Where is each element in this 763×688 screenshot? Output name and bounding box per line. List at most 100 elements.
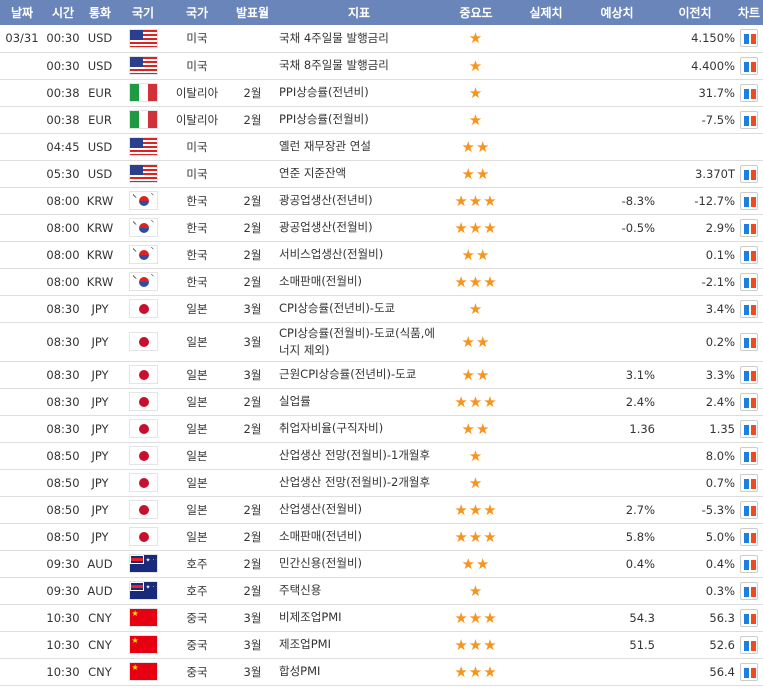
candlestick-chart-icon[interactable] [740, 500, 758, 519]
time-cell: 05:30 [44, 160, 82, 188]
date-cell [0, 658, 44, 686]
candlestick-chart-icon[interactable] [740, 110, 758, 129]
currency-cell: AUD [82, 550, 118, 578]
header-flag: 국기 [118, 0, 168, 25]
date-cell [0, 187, 44, 215]
table-row[interactable]: 00:30 USD 미국 국채 8주일물 발행금리 ★ 4.400% [0, 52, 763, 80]
table-row[interactable]: 08:30 JPY 일본 3월 근원CPI상승률(전년비)-도쿄 ★★ 3.1% 3.3% [0, 361, 763, 389]
date-cell [0, 133, 44, 161]
flag-cell [118, 241, 168, 269]
currency-cell: EUR [82, 79, 118, 107]
importance-stars: ★ [439, 25, 513, 53]
table-row[interactable]: 04:45 USD 미국 옐런 재무장관 연설 ★★ [0, 133, 763, 161]
table-row[interactable]: 08:30 JPY 일본 2월 취업자비율(구직자비) ★★ 1.36 1.35 [0, 415, 763, 443]
chart-cell [735, 604, 763, 632]
candlestick-chart-icon[interactable] [740, 527, 758, 546]
candlestick-chart-icon[interactable] [740, 272, 758, 291]
previous-cell: 0.1% [655, 241, 735, 269]
candlestick-chart-icon[interactable] [740, 56, 758, 75]
table-row[interactable]: 08:30 JPY 일본 3월 CPI상승률(전월비)-도쿄(식품,에너지 제외) ★★ 0… [0, 322, 763, 362]
forecast-cell: 51.5 [579, 631, 655, 659]
table-row[interactable]: 03/31 00:30 USD 미국 국채 4주일물 발행금리 ★ 4.150% [0, 25, 763, 53]
candlestick-chart-icon[interactable] [740, 245, 758, 264]
month-cell: 2월 [226, 523, 279, 551]
candlestick-chart-icon[interactable] [740, 365, 758, 384]
time-cell: 08:50 [44, 523, 82, 551]
candlestick-chart-icon[interactable] [740, 581, 758, 600]
candlestick-chart-icon[interactable] [740, 419, 758, 438]
table-row[interactable]: 05:30 USD 미국 연준 지준잔액 ★★ 3.370T [0, 160, 763, 188]
previous-cell: 56.3 [655, 604, 735, 632]
candlestick-chart-icon[interactable] [740, 83, 758, 102]
star-icon: ★ [476, 554, 491, 573]
chart-cell [735, 133, 763, 161]
table-row[interactable]: 00:38 EUR 이탈리아 2월 PPI상승률(전년비) ★ 31.7% [0, 79, 763, 107]
flag-jpy-icon [128, 392, 158, 411]
country-cell: 일본 [168, 388, 226, 416]
table-row[interactable]: 10:30CNY중국3월제조업PMI★★★51.552.6 [0, 631, 763, 659]
previous-cell: 52.6 [655, 631, 735, 659]
chart-cell [735, 469, 763, 497]
candlestick-chart-icon[interactable] [740, 191, 758, 210]
importance-stars: ★★ [439, 241, 513, 269]
candlestick-chart-icon[interactable] [740, 218, 758, 237]
star-icon: ★ [454, 272, 469, 291]
table-row[interactable]: 08:00 KRW 한국 2월 서비스업생산(전월비) ★★ 0.1% [0, 241, 763, 269]
previous-cell: 0.3% [655, 577, 735, 605]
time-cell: 04:45 [44, 133, 82, 161]
star-icon: ★ [483, 662, 498, 681]
table-row[interactable]: 08:30 JPY 일본 3월 CPI상승률(전년비)-도쿄 ★ 3.4% [0, 295, 763, 323]
table-row[interactable]: 08:50 JPY 일본 2월 산업생산(전월비) ★★★ 2.7% -5.3% [0, 496, 763, 524]
chart-cell [735, 322, 763, 362]
table-row[interactable]: 10:30CNY중국3월합성PMI★★★56.4 [0, 658, 763, 686]
candlestick-chart-icon[interactable] [740, 446, 758, 465]
flag-cell [118, 631, 168, 659]
table-row[interactable]: 08:50 JPY 일본 2월 소매판매(전년비) ★★★ 5.8% 5.0% [0, 523, 763, 551]
candlestick-chart-icon[interactable] [740, 164, 758, 183]
table-row[interactable]: 09:30AUD호주2월민간신용(전월비)★★0.4%0.4% [0, 550, 763, 578]
currency-cell: JPY [82, 361, 118, 389]
flag-cell [118, 52, 168, 80]
table-row[interactable]: 08:50 JPY 일본 산업생산 전망(전월비)-1개월후 ★ 8.0% [0, 442, 763, 470]
table-row[interactable]: 10:30CNY중국3월비제조업PMI★★★54.356.3 [0, 604, 763, 632]
date-cell [0, 604, 44, 632]
currency-cell: CNY [82, 604, 118, 632]
candlestick-chart-icon[interactable] [740, 299, 758, 318]
candlestick-chart-icon[interactable] [740, 608, 758, 627]
table-row[interactable]: 08:30 JPY 일본 2월 실업률 ★★★ 2.4% 2.4% [0, 388, 763, 416]
candlestick-chart-icon[interactable] [740, 554, 758, 573]
currency-cell: JPY [82, 442, 118, 470]
actual-cell [513, 550, 579, 578]
country-cell: 호주 [168, 577, 226, 605]
star-icon: ★ [468, 662, 484, 681]
chart-cell [735, 523, 763, 551]
star-icon: ★ [468, 272, 484, 291]
chart-cell [735, 268, 763, 296]
table-row[interactable]: 00:38 EUR 이탈리아 2월 PPI상승률(전월비) ★ -7.5% [0, 106, 763, 134]
table-row[interactable]: 08:00 KRW 한국 2월 광공업생산(전년비) ★★★ -8.3% -12.7% [0, 187, 763, 215]
candlestick-chart-icon[interactable] [740, 332, 758, 351]
flag-usd-icon [128, 164, 158, 183]
candlestick-chart-icon[interactable] [740, 662, 758, 681]
month-cell [226, 469, 279, 497]
star-icon: ★ [468, 299, 484, 318]
candlestick-chart-icon[interactable] [740, 392, 758, 411]
table-row[interactable]: 08:00 KRW 한국 2월 광공업생산(전월비) ★★★ -0.5% 2.9% [0, 214, 763, 242]
table-row[interactable]: 08:50 JPY 일본 산업생산 전망(전월비)-2개월후 ★ 0.7% [0, 469, 763, 497]
month-cell: 2월 [226, 187, 279, 215]
candlestick-chart-icon[interactable] [740, 473, 758, 492]
country-cell: 한국 [168, 241, 226, 269]
month-cell: 2월 [226, 241, 279, 269]
actual-cell [513, 106, 579, 134]
forecast-cell: 54.3 [579, 604, 655, 632]
time-cell: 08:00 [44, 214, 82, 242]
star-icon: ★ [483, 527, 498, 546]
forecast-cell [579, 268, 655, 296]
candlestick-chart-icon[interactable] [740, 635, 758, 654]
star-icon: ★ [468, 56, 484, 75]
candlestick-chart-icon[interactable] [740, 29, 758, 48]
star-icon: ★ [461, 164, 476, 183]
date-cell [0, 52, 44, 80]
table-row[interactable]: 08:00 KRW 한국 2월 소매판매(전월비) ★★★ -2.1% [0, 268, 763, 296]
